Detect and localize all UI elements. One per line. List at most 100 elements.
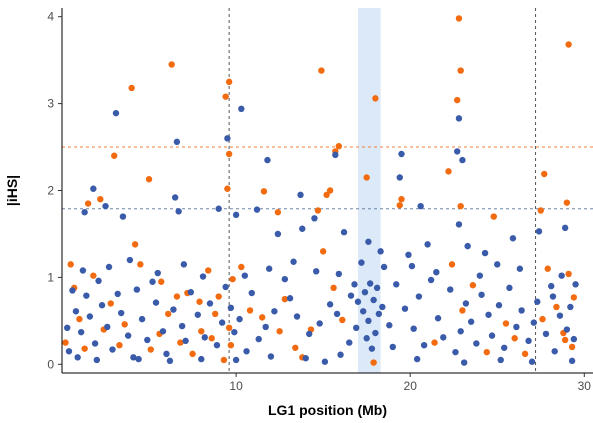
data-point <box>459 307 466 314</box>
data-point <box>274 230 282 238</box>
x-axis-title: LG1 position (Mb) <box>268 402 387 418</box>
data-point <box>158 278 165 285</box>
data-point <box>212 310 219 318</box>
data-point <box>380 263 388 271</box>
data-point <box>335 270 343 278</box>
data-point <box>417 202 424 210</box>
data-point <box>452 348 459 356</box>
data-point <box>511 335 518 342</box>
data-point <box>114 290 121 298</box>
data-point <box>447 286 454 293</box>
data-point <box>366 280 374 287</box>
data-point <box>398 195 405 203</box>
data-point <box>549 293 557 300</box>
data-point <box>333 310 341 318</box>
data-point <box>332 151 339 159</box>
data-point <box>401 305 409 312</box>
data-point <box>102 202 109 210</box>
data-point <box>224 185 231 192</box>
data-point <box>497 356 504 364</box>
data-point <box>171 194 179 201</box>
data-point <box>128 84 135 92</box>
data-point <box>319 248 327 255</box>
data-point <box>271 308 278 315</box>
data-point <box>410 325 417 332</box>
data-point <box>415 293 423 300</box>
data-point <box>133 286 141 293</box>
data-point <box>361 288 369 296</box>
data-point <box>77 328 85 336</box>
data-point <box>194 311 201 318</box>
data-point <box>433 268 440 276</box>
data-point <box>149 278 156 285</box>
data-point <box>553 303 560 311</box>
data-point <box>227 304 235 312</box>
data-point <box>368 345 376 352</box>
data-point <box>565 41 572 48</box>
data-point <box>365 238 372 245</box>
data-point <box>521 350 529 358</box>
data-point <box>373 284 381 292</box>
data-point <box>124 332 132 339</box>
data-point <box>372 329 379 337</box>
data-point <box>518 307 525 314</box>
data-point <box>222 93 229 100</box>
data-point <box>431 339 438 346</box>
data-point <box>177 339 184 346</box>
data-point <box>90 185 97 192</box>
data-point <box>175 208 182 215</box>
data-point <box>159 328 167 335</box>
data-point <box>572 281 579 288</box>
data-point <box>236 315 243 323</box>
data-point <box>379 303 386 311</box>
data-point <box>224 135 231 142</box>
data-point <box>154 269 161 277</box>
data-point <box>227 341 235 349</box>
data-point <box>97 195 104 203</box>
data-point <box>483 348 490 356</box>
data-point <box>225 324 233 332</box>
data-point <box>398 150 405 158</box>
data-point <box>386 322 393 329</box>
data-point <box>84 200 92 207</box>
data-point <box>323 191 330 199</box>
data-point <box>541 170 548 178</box>
data-point <box>363 174 370 181</box>
data-point <box>494 261 501 268</box>
data-point <box>459 156 466 164</box>
data-point <box>126 256 134 264</box>
data-point <box>448 261 456 268</box>
data-point <box>454 96 461 104</box>
data-point <box>246 307 254 314</box>
data-point <box>138 315 146 323</box>
data-point <box>455 115 463 122</box>
data-point <box>396 174 403 181</box>
data-point <box>358 259 365 266</box>
data-point <box>464 242 471 250</box>
data-point <box>232 211 240 219</box>
data-point <box>168 61 175 68</box>
data-point <box>469 282 477 289</box>
data-point <box>335 142 343 150</box>
data-point <box>434 315 442 322</box>
data-point <box>312 268 320 275</box>
data-point <box>215 293 222 300</box>
data-point <box>567 303 574 311</box>
data-point <box>208 335 215 342</box>
data-point <box>473 340 480 347</box>
data-point <box>481 249 489 257</box>
data-point <box>109 346 116 353</box>
data-point <box>506 284 513 292</box>
data-point <box>178 322 186 330</box>
data-point <box>253 206 261 213</box>
data-point <box>563 326 571 333</box>
data-point <box>83 292 90 299</box>
data-point <box>311 215 318 222</box>
data-point <box>502 320 510 327</box>
data-point <box>163 350 170 358</box>
data-point <box>370 359 377 366</box>
data-point <box>561 336 569 344</box>
data-point <box>318 67 325 74</box>
data-point <box>330 284 337 292</box>
